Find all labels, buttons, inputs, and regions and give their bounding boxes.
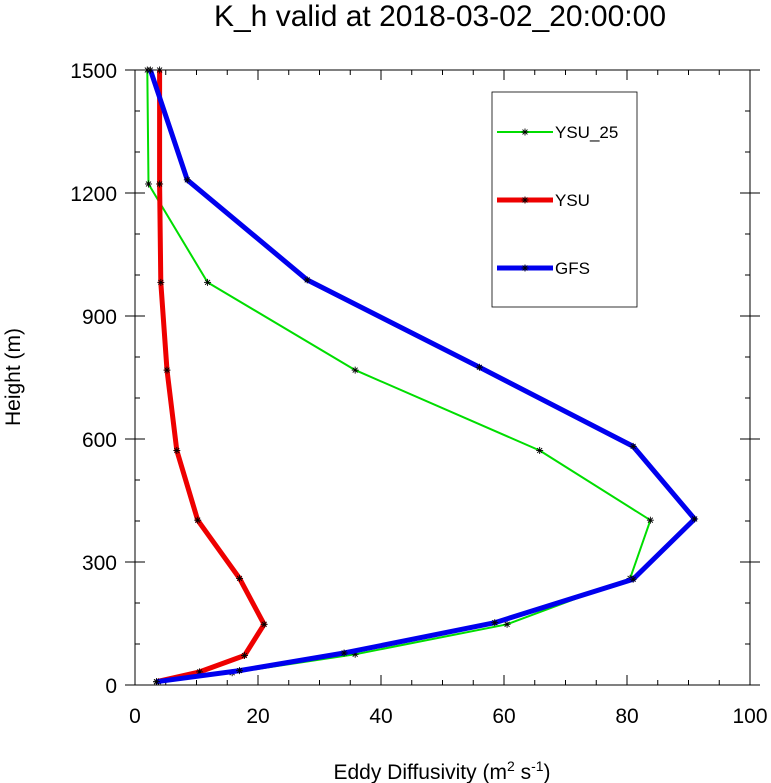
data-point-ysu-25	[351, 366, 359, 374]
data-point-gfs	[629, 442, 637, 450]
chart-title: K_h valid at 2018-03-02_20:00:00	[214, 0, 666, 33]
data-point-ysu	[156, 180, 164, 188]
legend-item-ysu: YSU	[497, 191, 590, 210]
data-point-gfs	[303, 276, 311, 284]
series-layer	[143, 66, 699, 686]
legend-items: YSU_25 YSU GFS	[497, 123, 618, 278]
data-point-gfs	[691, 515, 699, 523]
data-point-ysu	[236, 574, 244, 582]
legend-marker	[521, 264, 529, 272]
data-point-ysu	[240, 651, 248, 659]
series-ysu	[153, 66, 268, 686]
data-point-gfs	[491, 619, 499, 627]
data-point-ysu	[157, 278, 165, 286]
data-point-gfs	[153, 678, 161, 686]
data-point-ysu-25	[536, 446, 544, 454]
data-point-ysu-25	[646, 516, 654, 524]
plot-frame	[134, 69, 751, 686]
data-point-gfs	[629, 575, 637, 583]
data-point-ysu	[260, 620, 268, 628]
data-point-ysu-25	[204, 278, 212, 286]
data-point-ysu	[173, 446, 181, 454]
y-tick-label: 1200	[70, 183, 117, 206]
legend-marker	[521, 128, 529, 136]
x-tick-label: 20	[246, 705, 269, 728]
legend-marker	[521, 196, 529, 204]
data-point-ysu	[156, 66, 164, 74]
data-point-ysu-25	[145, 180, 153, 188]
x-tick-label: 60	[492, 705, 515, 728]
data-point-ysu	[163, 366, 171, 374]
x-axis-label: Eddy Diffusivity (m2 s-1)	[333, 758, 550, 783]
legend-item-gfs: GFS	[497, 259, 590, 278]
x-tick-label: 100	[732, 705, 767, 728]
x-tick-label: 80	[615, 705, 638, 728]
legend-label: YSU	[555, 191, 590, 210]
y-tick-label: 1500	[70, 60, 117, 83]
series-line-ysu	[155, 70, 267, 685]
y-axis-label: Height (m)	[2, 328, 25, 426]
legend-label: YSU_25	[555, 123, 618, 142]
data-point-ysu	[194, 516, 202, 524]
x-tick-label: 0	[129, 705, 141, 728]
data-point-gfs	[183, 176, 191, 184]
axis-ticks: 0 20 40 60 80 100 0 300 600 900 1200 1500	[70, 60, 767, 728]
series-gfs	[146, 66, 699, 686]
legend-label: GFS	[555, 259, 590, 278]
y-tick-label: 0	[105, 675, 117, 698]
data-point-gfs	[146, 66, 154, 74]
legend-item-ysu-25: YSU_25	[497, 123, 618, 142]
x-tick-label: 40	[369, 705, 392, 728]
legend: YSU_25 YSU GFS	[491, 91, 638, 308]
y-tick-label: 300	[82, 552, 117, 575]
data-point-gfs	[340, 649, 348, 657]
data-point-gfs	[236, 667, 244, 675]
data-point-ysu-25	[503, 620, 511, 628]
data-point-gfs	[475, 363, 483, 371]
y-tick-label: 600	[82, 429, 117, 452]
y-tick-label: 900	[82, 306, 117, 329]
